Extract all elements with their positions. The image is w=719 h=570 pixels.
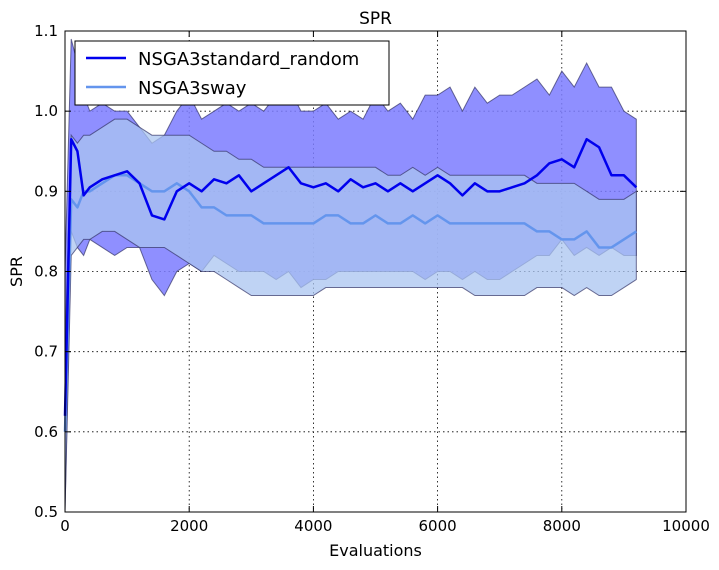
axis-ticks <box>64 30 687 513</box>
x-tick-label: 6000 <box>419 517 457 535</box>
line-nsga3standard-random <box>63 137 638 416</box>
y-tick-label: 0.9 <box>34 182 58 200</box>
chart-title: SPR <box>359 9 392 29</box>
x-tick-label: 0 <box>60 517 70 535</box>
x-tick-label: 10000 <box>662 517 710 535</box>
y-tick-label: 1.1 <box>34 22 58 40</box>
x-tick-labels: 0 2000 4000 6000 8000 10000 <box>60 517 710 535</box>
legend-label-nsga3standard-random: NSGA3standard_random <box>138 49 359 70</box>
legend-box <box>74 40 390 106</box>
series-lines <box>63 137 638 432</box>
y-tick-label: 0.6 <box>34 423 58 441</box>
legend: NSGA3standard_random NSGA3sway <box>74 40 390 106</box>
legend-label-nsga3sway: NSGA3sway <box>138 78 247 99</box>
x-tick-label: 8000 <box>543 517 581 535</box>
y-tick-labels: 0.5 0.6 0.7 0.8 0.9 1.0 1.1 <box>34 22 58 521</box>
confidence-bands <box>64 38 637 513</box>
band-nsga3sway <box>64 118 637 513</box>
y-tick-label: 1.0 <box>34 102 58 120</box>
x-tick-label: 4000 <box>294 517 332 535</box>
y-tick-label: 0.8 <box>34 263 58 281</box>
y-tick-label: 0.7 <box>34 343 58 361</box>
y-tick-label: 0.5 <box>34 503 58 521</box>
x-tick-label: 2000 <box>170 517 208 535</box>
y-axis-label: SPR <box>7 256 26 287</box>
x-axis-label: Evaluations <box>329 541 422 560</box>
